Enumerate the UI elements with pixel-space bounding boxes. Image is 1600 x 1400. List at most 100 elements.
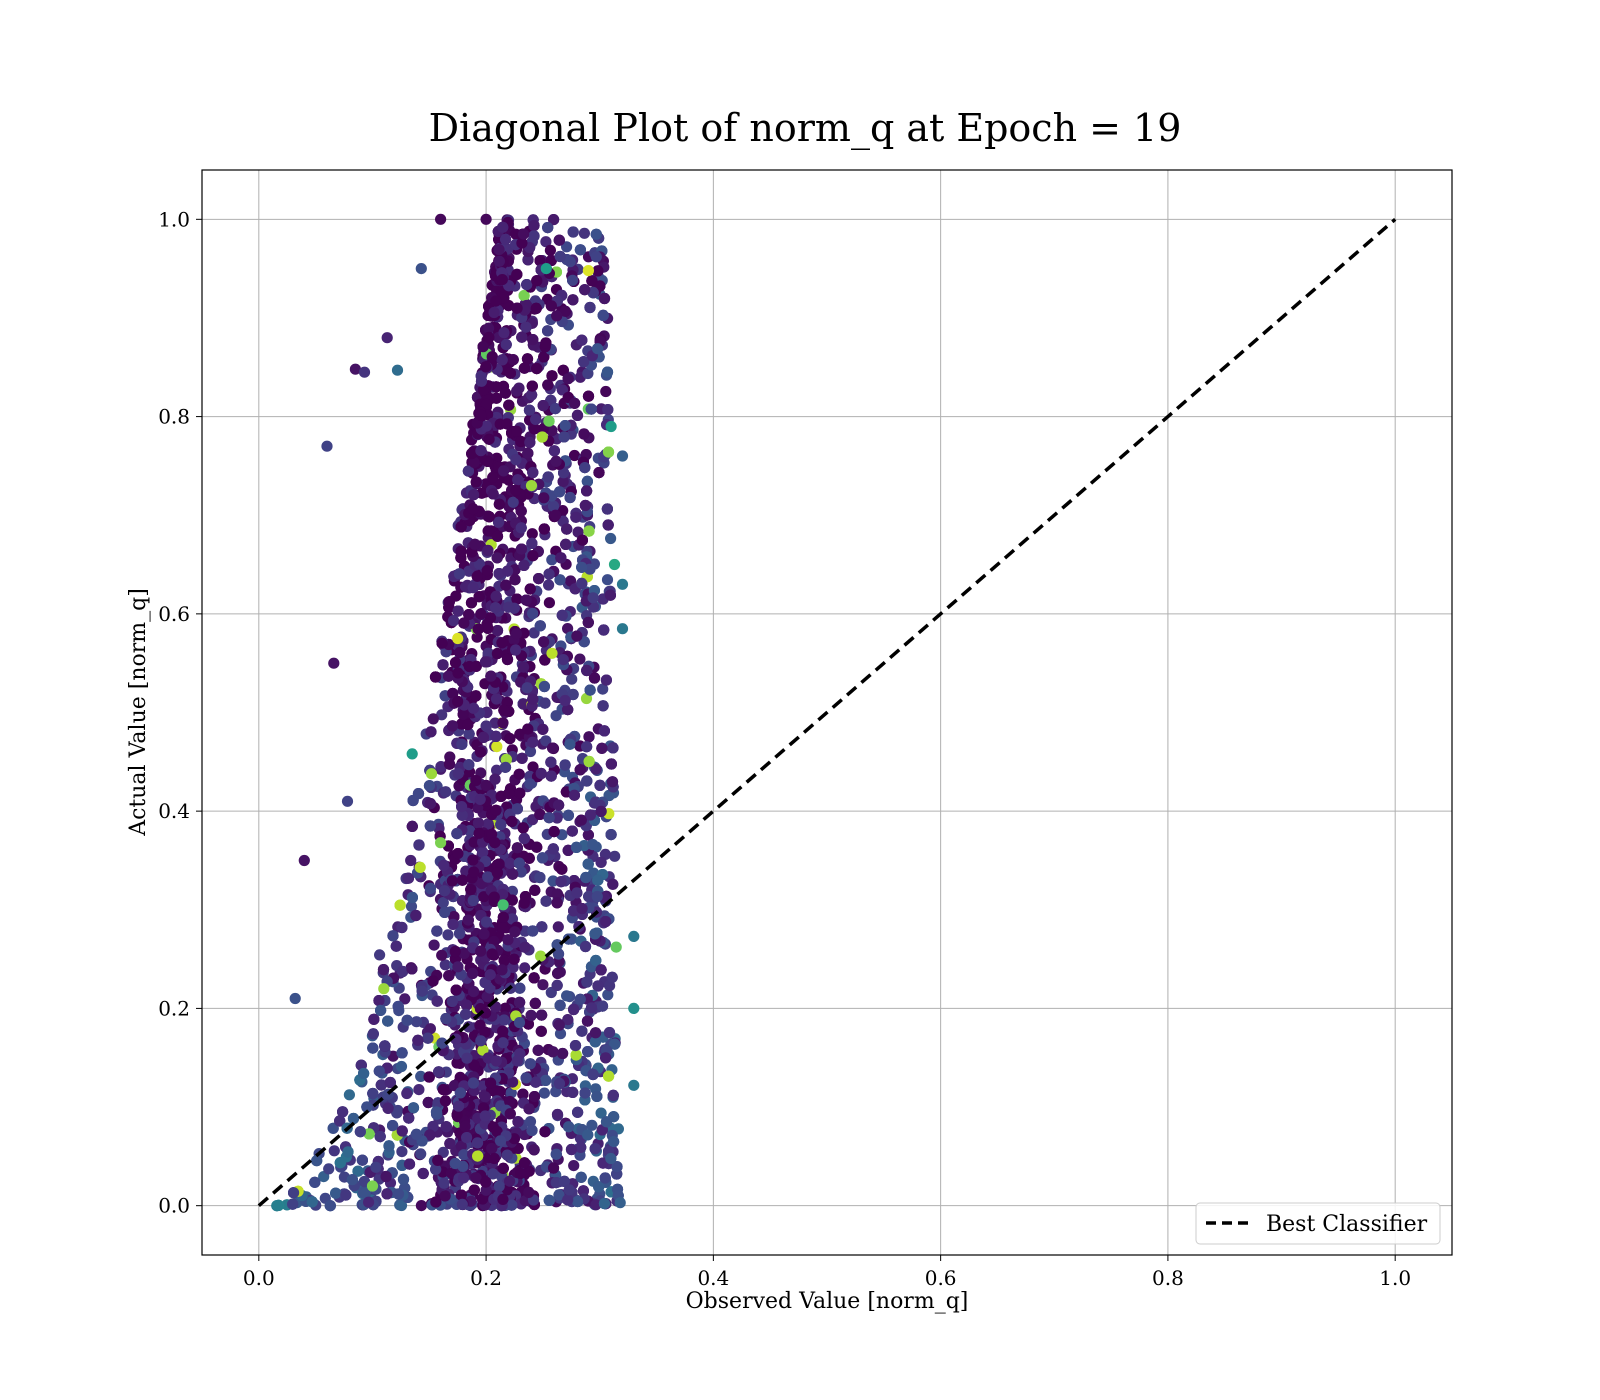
- scatter-point: [601, 503, 614, 515]
- scatter-point: [566, 673, 578, 685]
- scatter-point: [535, 1025, 547, 1037]
- scatter-point: [581, 475, 594, 487]
- scatter-point: [552, 948, 565, 960]
- scatter-point: [447, 918, 459, 930]
- scatter-point: [551, 1108, 564, 1121]
- scatter-point: [490, 730, 502, 743]
- scatter-point: [359, 1187, 371, 1200]
- scatter-point: [590, 228, 602, 240]
- scatter-point: [606, 776, 619, 788]
- scatter-point: [546, 425, 558, 437]
- scatter-point: [557, 364, 569, 376]
- scatter-point: [491, 741, 503, 753]
- scatter-point: [491, 530, 504, 542]
- scatter-point: [538, 523, 550, 535]
- scatter-point: [582, 367, 594, 380]
- scatter-point: [491, 648, 503, 660]
- scatter-point: [442, 929, 454, 941]
- scatter-point: [482, 647, 494, 659]
- scatter-point: [467, 702, 480, 714]
- scatter-point: [455, 521, 467, 533]
- scatter-point: [480, 420, 492, 432]
- scatter-point: [407, 1102, 420, 1114]
- scatter-point: [410, 909, 422, 922]
- scatter-point: [586, 275, 598, 287]
- scatter-point: [567, 688, 579, 701]
- scatter-point: [413, 1084, 425, 1096]
- scatter-point: [540, 735, 552, 747]
- scatter-point: [600, 1116, 613, 1128]
- scatter-point: [572, 1195, 584, 1208]
- scatter-point: [548, 826, 560, 838]
- scatter-point: [415, 1148, 427, 1160]
- scatter-point: [455, 545, 467, 557]
- scatter-point: [524, 745, 537, 758]
- scatter-point: [561, 241, 573, 253]
- scatter-point: [489, 717, 501, 729]
- scatter-point: [515, 505, 527, 517]
- scatter-point: [482, 544, 494, 557]
- scatter-point: [590, 763, 602, 775]
- scatter-point: [439, 959, 451, 971]
- scatter-point: [598, 624, 610, 636]
- scatter-point: [526, 528, 538, 540]
- scatter-point: [551, 812, 563, 824]
- scatter-point: [580, 692, 593, 705]
- scatter-point: [453, 568, 465, 580]
- scatter-point: [474, 793, 486, 806]
- scatter-point: [591, 1090, 603, 1102]
- scatter-point: [526, 389, 538, 401]
- scatter-point: [559, 759, 571, 771]
- scatter-point: [578, 356, 590, 368]
- scatter-point: [363, 1128, 375, 1140]
- scatter-point: [554, 574, 566, 586]
- scatter-point: [462, 719, 474, 731]
- scatter-point: [413, 839, 425, 851]
- scatter-point: [609, 1038, 621, 1050]
- scatter-point: [524, 583, 536, 595]
- scatter-point: [597, 309, 609, 321]
- scatter-point: [309, 1176, 321, 1188]
- scatter-point: [503, 474, 515, 486]
- scatter-point: [382, 1015, 394, 1027]
- scatter-point: [436, 709, 448, 721]
- scatter-point: [528, 423, 541, 435]
- scatter-point: [602, 404, 614, 416]
- scatter-point: [604, 980, 616, 992]
- scatter-point: [595, 1107, 607, 1119]
- scatter-point: [545, 254, 557, 267]
- scatter-point: [590, 1199, 602, 1211]
- scatter-point: [399, 993, 411, 1005]
- scatter-point: [374, 949, 386, 961]
- scatter-point: [373, 1065, 385, 1077]
- scatter-point: [454, 646, 466, 659]
- scatter-point: [424, 1023, 436, 1035]
- scatter-point: [595, 856, 607, 868]
- scatter-point: [483, 433, 495, 445]
- scatter-point: [534, 871, 546, 884]
- scatter-point: [582, 1046, 594, 1058]
- scatter-point: [447, 615, 460, 627]
- scatter-point: [584, 809, 597, 821]
- scatter-point: [584, 301, 596, 314]
- scatter-point: [501, 653, 514, 666]
- scatter-point: [471, 570, 483, 582]
- scatter-point: [542, 222, 554, 234]
- scatter-point: [552, 921, 564, 933]
- scatter-point: [518, 290, 530, 302]
- scatter-point: [514, 728, 526, 740]
- scatter-point: [609, 850, 621, 862]
- scatter-point: [429, 671, 442, 683]
- scatter-point: [498, 954, 510, 967]
- scatter-point: [452, 605, 464, 617]
- scatter-point: [597, 700, 609, 712]
- scatter-point: [518, 832, 530, 845]
- scatter-point: [405, 854, 417, 867]
- scatter-point: [440, 1121, 452, 1133]
- scatter-point: [528, 219, 540, 232]
- scatter-point: [328, 1145, 340, 1157]
- scatter-point: [515, 522, 527, 534]
- scatter-point: [467, 582, 479, 594]
- scatter-point: [558, 467, 570, 479]
- scatter-point: [367, 1087, 379, 1100]
